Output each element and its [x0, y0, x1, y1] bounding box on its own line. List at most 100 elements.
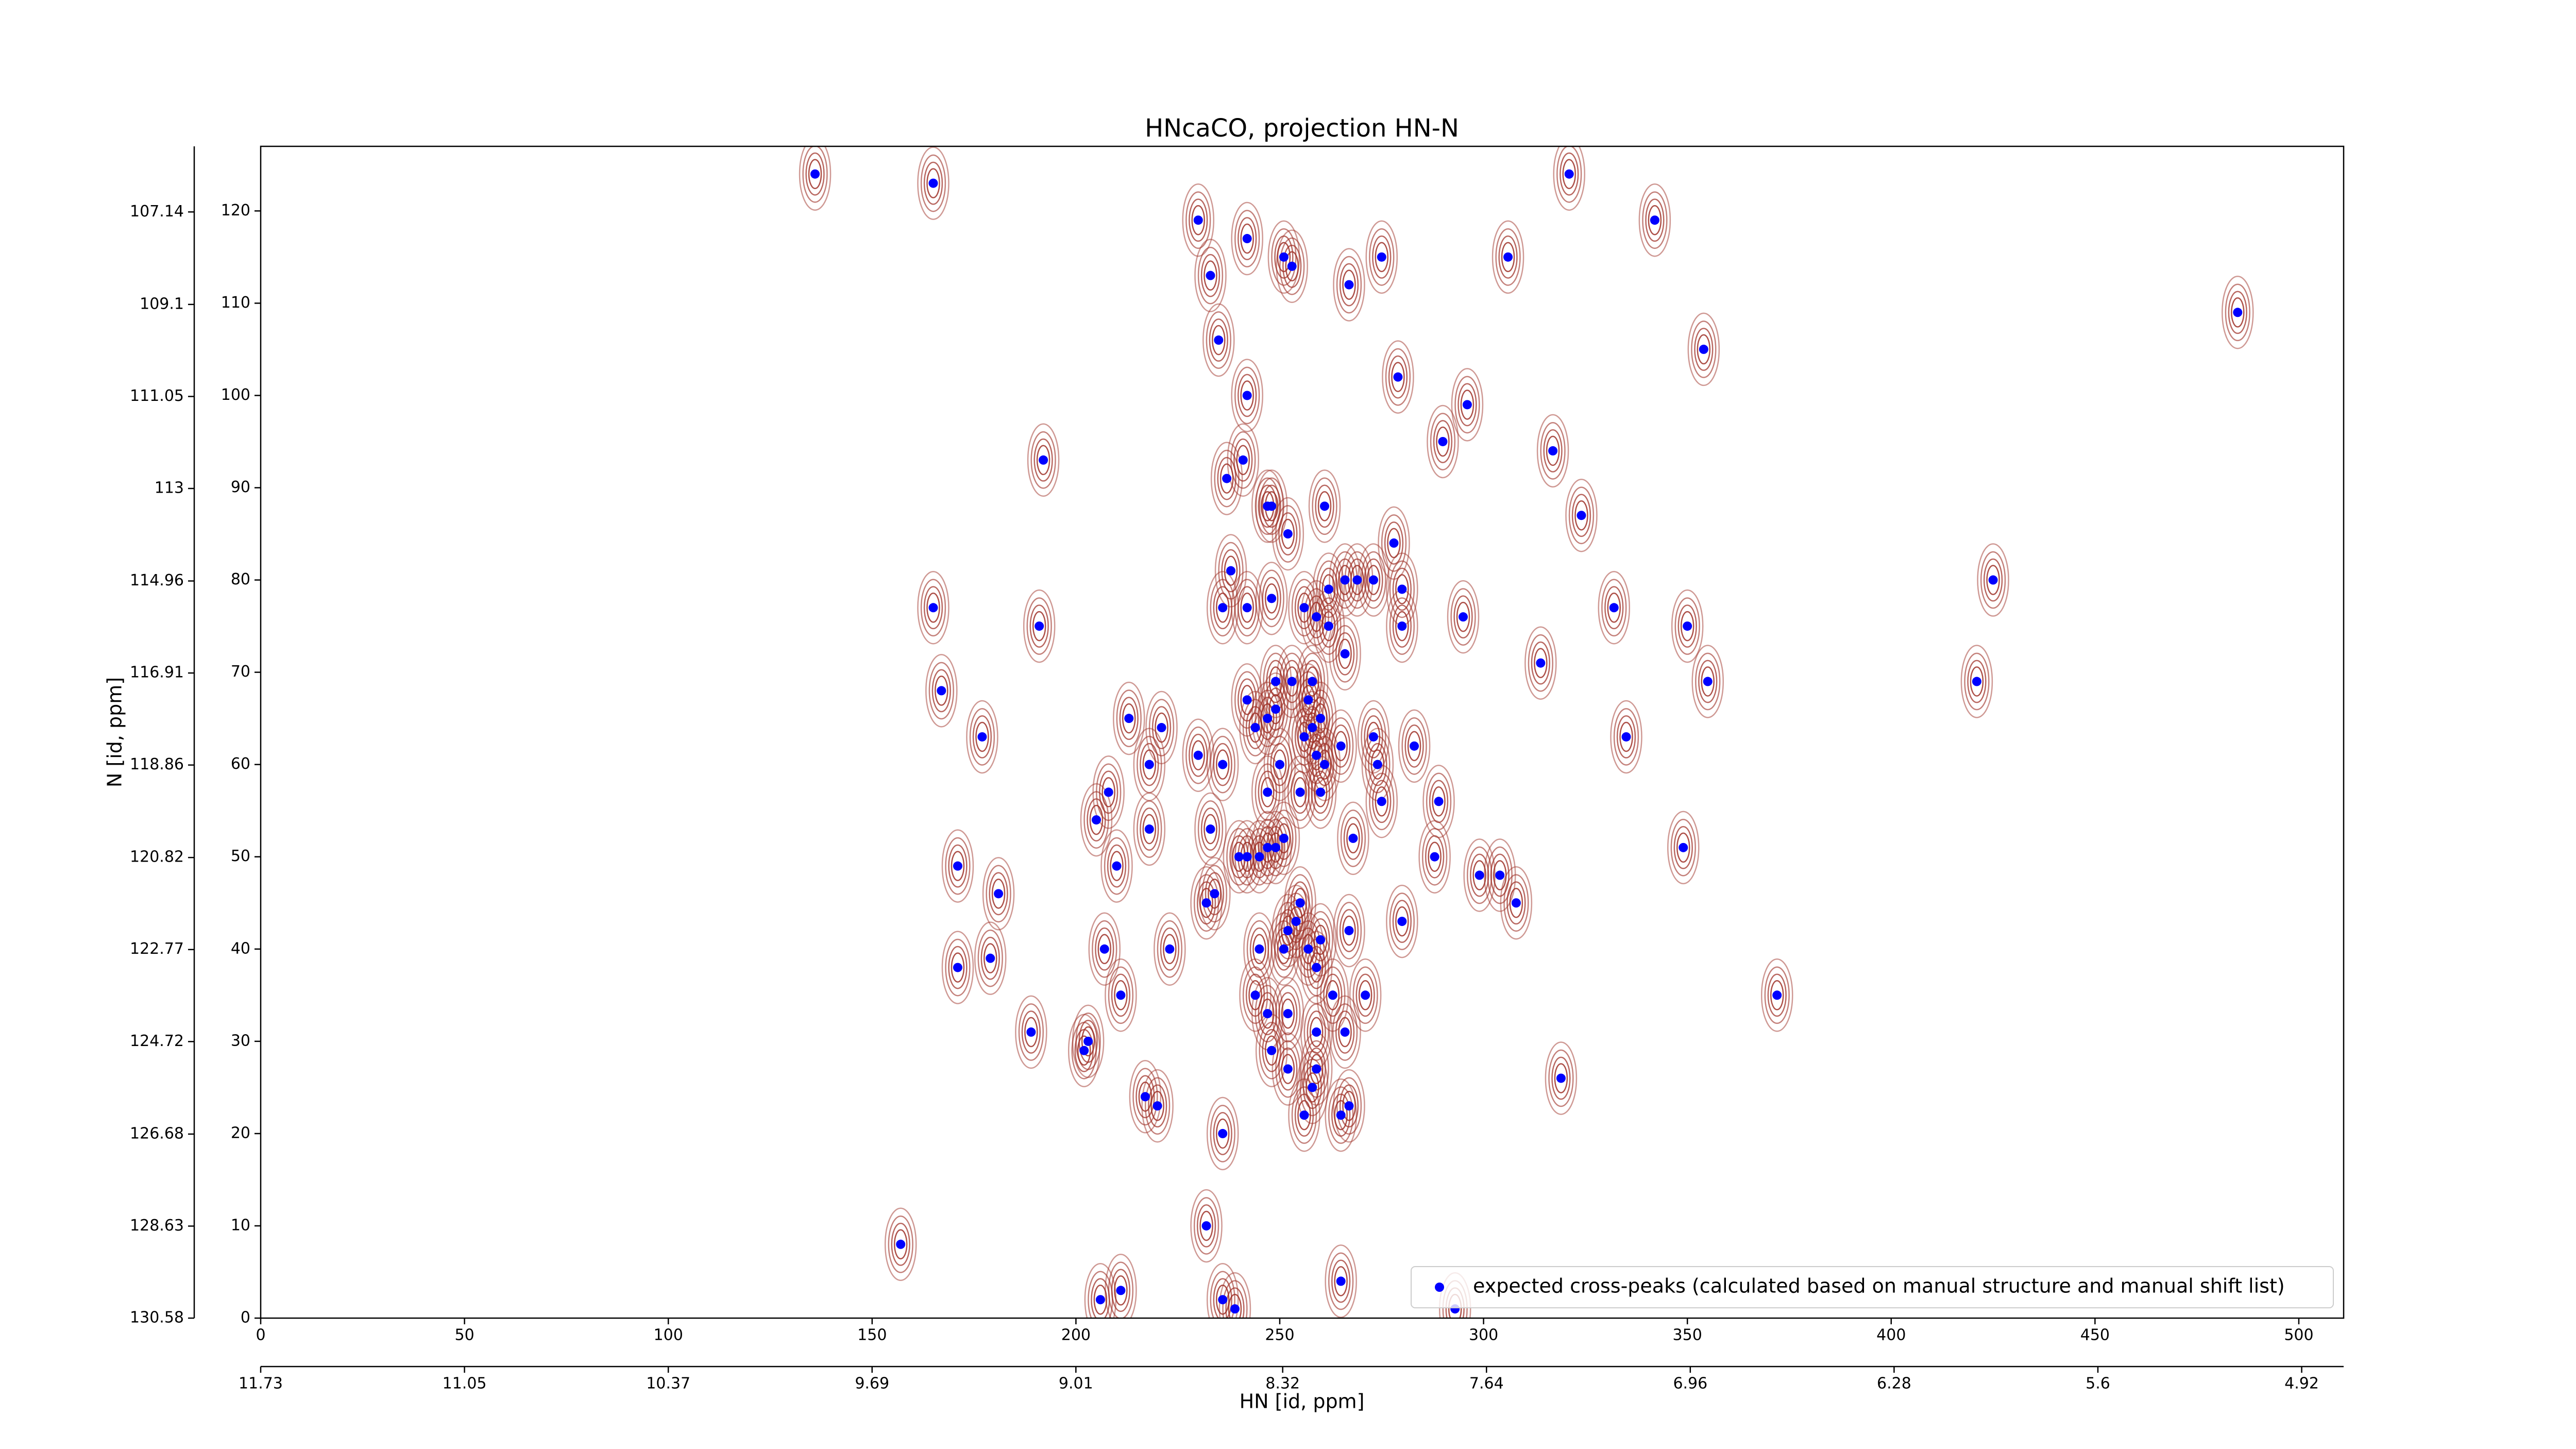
peak-marker [1263, 501, 1273, 511]
peak-marker [1308, 677, 1317, 686]
contour [2231, 297, 2245, 328]
contour [1428, 841, 1442, 872]
contour [1242, 966, 1268, 1024]
peak-marker [1495, 870, 1505, 880]
x-tick-label: 250 [1265, 1326, 1294, 1344]
contour [1030, 431, 1056, 489]
peak-marker [1316, 714, 1326, 723]
contour [1645, 198, 1665, 242]
contour [1137, 800, 1162, 858]
contour [1389, 597, 1415, 655]
contour [941, 931, 974, 1004]
peak-marker [1475, 870, 1484, 880]
y-tick-label: 70 [231, 663, 250, 681]
contour [1264, 1035, 1279, 1066]
y-axis-label: N [id, ppm] [104, 677, 126, 787]
contour [1340, 810, 1366, 867]
contour [1384, 521, 1404, 565]
peak-marker [1242, 391, 1252, 400]
contour [1451, 368, 1484, 442]
peak-marker [1308, 1083, 1317, 1092]
contour [1142, 749, 1157, 780]
peak-marker [1222, 474, 1232, 483]
x-tick-label: 200 [1061, 1326, 1091, 1344]
peak-marker [1548, 446, 1558, 456]
contour [917, 146, 950, 220]
contour [1574, 500, 1588, 531]
contour [1970, 666, 1984, 697]
contour [1760, 958, 1793, 1032]
contour [1032, 611, 1046, 642]
contour [945, 938, 971, 997]
contour [1332, 1003, 1358, 1061]
contour [1081, 1026, 1095, 1057]
peak-marker [953, 861, 962, 871]
contour [966, 700, 998, 774]
peak-marker [928, 178, 938, 188]
contour [1201, 865, 1228, 923]
contour [1278, 1047, 1298, 1091]
contour [1292, 912, 1325, 986]
contour [1433, 420, 1453, 463]
contour [1430, 413, 1456, 470]
contour [1140, 743, 1159, 786]
contour [1206, 571, 1239, 645]
peak-marker [1393, 372, 1403, 382]
contour [1236, 445, 1250, 476]
contour [1365, 220, 1398, 294]
peak-marker [1320, 760, 1330, 769]
contour [1190, 866, 1223, 940]
y2-tick-label: 118.86 [130, 755, 184, 773]
peak-marker [1434, 797, 1444, 806]
contour [1114, 980, 1128, 1010]
peak-marker [1271, 677, 1281, 686]
contour [1391, 362, 1405, 392]
contour [941, 829, 974, 903]
y2-tick-label: 109.1 [140, 295, 184, 313]
peak-marker [1295, 787, 1305, 797]
contour [1528, 634, 1553, 692]
x-tick-label: 100 [654, 1326, 683, 1344]
contour [893, 1229, 908, 1260]
y2-tick-label: 111.05 [130, 387, 184, 405]
contour [931, 669, 951, 713]
contour [1210, 735, 1235, 794]
peak-marker [1083, 1036, 1093, 1046]
contour [1111, 973, 1131, 1017]
contour [1299, 1058, 1325, 1117]
contour [1501, 242, 1515, 273]
contour [928, 662, 954, 720]
contour [1425, 835, 1445, 879]
contour [1676, 832, 1690, 863]
contour [1210, 1271, 1235, 1318]
peak-marker [1242, 695, 1252, 705]
peak-marker [1679, 843, 1688, 852]
contour [1312, 477, 1337, 535]
contour [1673, 825, 1693, 869]
contour [1281, 518, 1295, 549]
contour [1498, 235, 1518, 279]
contour [1074, 1029, 1094, 1072]
peak-marker [1279, 252, 1289, 262]
contour [1698, 660, 1718, 703]
contour [1421, 828, 1448, 886]
peak-marker [1287, 261, 1297, 271]
x2-tick-label: 7.64 [1469, 1375, 1504, 1393]
contour [1026, 597, 1052, 655]
peak-marker [1144, 760, 1154, 769]
contour [1336, 1077, 1362, 1135]
peak-marker [1772, 990, 1782, 1000]
legend-marker [1435, 1283, 1444, 1292]
contour [920, 579, 946, 637]
contour [1432, 786, 1446, 817]
contour [1463, 838, 1496, 912]
contour [1273, 749, 1287, 780]
peak-marker [1218, 760, 1228, 769]
contour [1067, 1014, 1100, 1087]
peak-marker [1263, 1009, 1273, 1019]
peak-marker [1316, 935, 1326, 945]
contour [1277, 934, 1291, 965]
contour [1375, 786, 1389, 817]
contour [1294, 1093, 1314, 1137]
